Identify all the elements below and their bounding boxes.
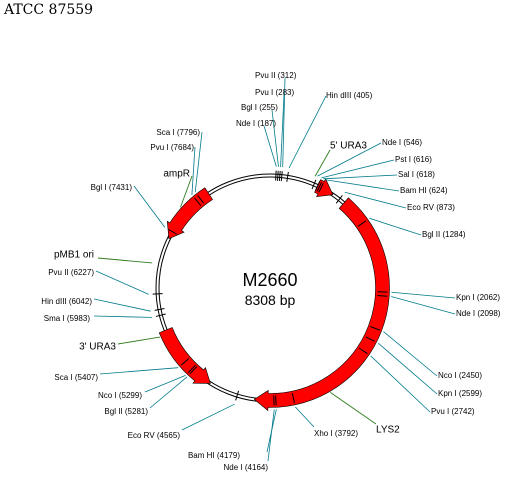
restriction-site-label: Pvu II (6227) — [48, 268, 94, 277]
site-tick — [281, 171, 282, 181]
feature-leader — [330, 392, 376, 424]
site-tick — [155, 309, 165, 311]
restriction-site-label: Pst I (616) — [395, 155, 432, 164]
site-leader — [391, 296, 455, 314]
feature-arc-5-ura3 — [315, 179, 333, 197]
site-leader — [96, 271, 149, 294]
site-leader — [150, 377, 187, 408]
restriction-site-label: Bam HI (4179) — [188, 451, 240, 460]
feature-label: pMB1 ori — [54, 250, 94, 261]
restriction-site-label: Sal I (618) — [398, 170, 435, 179]
restriction-site-label: Nco I (5299) — [98, 391, 142, 400]
site-leader — [321, 160, 394, 178]
feature-label: LYS2 — [376, 425, 400, 436]
site-leader — [325, 180, 399, 191]
site-tick — [276, 395, 277, 405]
restriction-site-label: Bgl II (1284) — [422, 230, 466, 239]
feature-arc-ampr — [167, 188, 212, 239]
restriction-site-label: Nde I (546) — [382, 138, 422, 147]
site-leader — [195, 132, 202, 192]
site-leader — [391, 292, 455, 298]
feature-label: 3' URA3 — [79, 342, 116, 353]
restriction-site-label: Bgl I (7431) — [91, 183, 133, 192]
restriction-site-label: Kpn I (2062) — [456, 293, 500, 302]
feature-arc-3-ura3 — [159, 328, 210, 384]
site-tick — [377, 295, 387, 296]
site-tick — [287, 172, 289, 182]
restriction-site-label: Bgl II (5281) — [104, 407, 148, 416]
feature-leader — [315, 150, 330, 176]
restriction-site-label: Nde I (187) — [236, 119, 276, 128]
restriction-site-label: Pvu I (2742) — [431, 407, 475, 416]
restriction-site-label: Sca I (7796) — [156, 128, 200, 137]
restriction-site-label: Pvu I (283) — [255, 88, 294, 97]
site-leader — [192, 147, 195, 195]
plasmid-size: 8308 bp — [245, 292, 296, 308]
restriction-site-label: Sma I (5983) — [44, 314, 91, 323]
site-tick — [312, 180, 316, 189]
restriction-site-label: Kpn I (2599) — [438, 389, 482, 398]
map-title: ATCC 87559 — [4, 2, 93, 18]
site-tick — [276, 171, 277, 181]
feature-label: 5' URA3 — [330, 141, 367, 152]
feature-leader — [98, 258, 152, 263]
restriction-site-label: Eco RV (4565) — [128, 431, 181, 440]
restriction-site-label: Bgl I (255) — [241, 103, 278, 112]
site-leader — [289, 96, 326, 168]
site-tick — [277, 171, 278, 181]
site-leader — [134, 186, 165, 227]
site-leader — [268, 409, 274, 461]
site-leader — [295, 407, 314, 427]
restriction-site-label: Eco RV (873) — [407, 203, 455, 212]
restriction-site-label: Nco I (2450) — [438, 371, 482, 380]
site-leader — [182, 404, 234, 430]
site-tick — [156, 314, 166, 316]
site-leader — [100, 368, 178, 374]
site-tick — [279, 171, 280, 181]
restriction-site-label: Bam HI (624) — [400, 186, 448, 195]
feature-label: ampR — [163, 169, 190, 180]
plasmid-name: M2660 — [242, 270, 297, 290]
restriction-site-label: Pvu I (7684) — [150, 143, 194, 152]
site-leader — [323, 175, 397, 179]
restriction-site-label: Sca I (5407) — [54, 373, 98, 382]
site-tick — [153, 294, 163, 295]
restriction-site-label: Nde I (4164) — [224, 463, 269, 472]
restriction-site-label: Hin dIII (405) — [326, 91, 373, 100]
site-tick — [236, 391, 239, 401]
restriction-site-label: Pvu II (312) — [255, 71, 297, 80]
site-leader — [94, 299, 151, 311]
site-leader — [371, 356, 430, 412]
feature-leader — [118, 337, 160, 344]
site-leader — [370, 218, 421, 235]
restriction-site-label: Hin dIII (6042) — [41, 297, 92, 306]
site-leader — [94, 316, 152, 317]
restriction-site-label: Nde I (2098) — [456, 309, 501, 318]
site-leader — [383, 332, 437, 376]
restriction-site-label: Xho I (3792) — [314, 429, 358, 438]
